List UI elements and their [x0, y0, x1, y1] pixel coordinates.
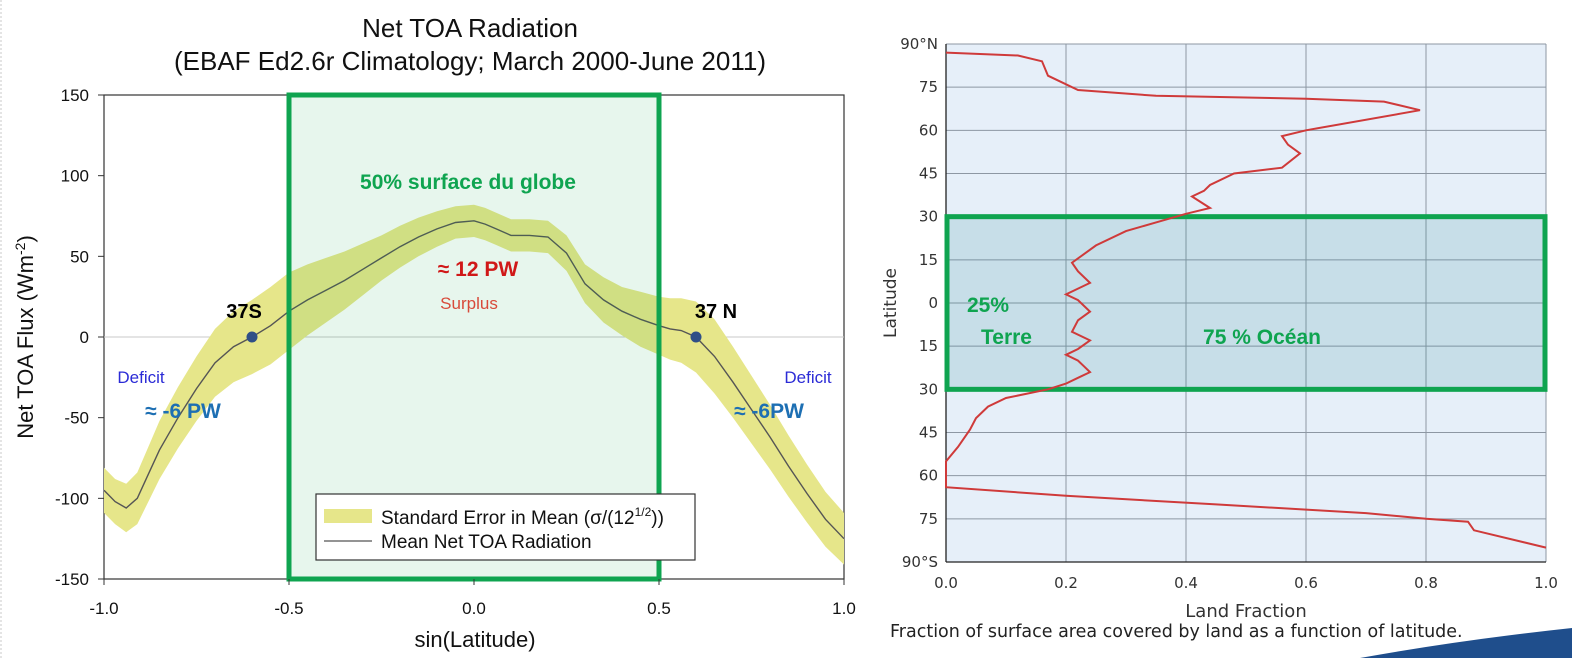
y-tick-label: -50 [64, 409, 89, 428]
legend-box [315, 493, 696, 561]
latitude-marker-dot [246, 331, 258, 343]
x-tick-label: 0.2 [1054, 574, 1078, 592]
chart-subtitle: (EBAF Ed2.6r Climatology; March 2000-Jun… [174, 46, 766, 76]
left-y-axis-close: ) [13, 235, 38, 242]
left-x-axis-label: sin(Latitude) [414, 627, 535, 652]
latitude-marker-label: 37S [226, 301, 262, 323]
x-tick-label: 0.8 [1414, 574, 1438, 592]
y-tick-label: 150 [61, 86, 89, 105]
legend-band-sup: 1/2 [635, 505, 652, 519]
x-tick-label: -0.5 [274, 599, 303, 618]
legend-band-swatch [324, 509, 372, 523]
y-tick-label: 75 [919, 510, 938, 528]
legend: Standard Error in Mean (σ/(121/2)) Mean … [315, 493, 696, 561]
x-tick-label: -1.0 [89, 599, 118, 618]
y-tick-label: 60 [919, 121, 938, 139]
ocean-label: 75 % Océan [1203, 326, 1321, 349]
y-tick-label: 50 [70, 247, 89, 266]
surplus-value-label: ≈ 12 PW [438, 258, 519, 281]
deficit-left-value: ≈ -6 PW [145, 400, 221, 423]
right-x-axis-label: Land Fraction [1185, 601, 1306, 622]
x-tick-label: 0.0 [462, 599, 486, 618]
y-tick-label: 90°S [902, 553, 938, 571]
deficit-left-label: Deficit [117, 368, 165, 387]
globe-half-surface-label: 50% surface du globe [360, 171, 576, 194]
x-tick-label: 1.0 [832, 599, 856, 618]
y-tick-label: 0 [80, 328, 89, 347]
right-axis-ticks: 0.0 0.2 0.4 0.6 0.8 1.0 90°N 75 60 45 30 15 0 15 30 45 6… [900, 35, 1558, 592]
y-tick-label: 15 [919, 251, 938, 269]
y-tick-label: 100 [61, 167, 89, 186]
latitude-marker-dot [690, 331, 702, 343]
slide-corner-decoration [1360, 628, 1572, 658]
deficit-right-label: Deficit [784, 368, 832, 387]
land-fraction-chart: 0.0 0.2 0.4 0.6 0.8 1.0 90°N 75 60 45 30 15 0 15 30 45 6… [881, 35, 1558, 642]
net-toa-radiation-chart: Net TOA Radiation (EBAF Ed2.6r Climatolo… [12, 13, 856, 652]
y-tick-label: 45 [919, 424, 938, 442]
y-tick-label: 30 [919, 208, 938, 226]
y-tick-label: 45 [919, 165, 938, 183]
land-fraction-series [945, 51, 1547, 549]
y-tick-label: -100 [55, 489, 89, 508]
chart-title: Net TOA Radiation [362, 13, 578, 43]
left-y-axis-text: Net TOA Flux (Wm [13, 255, 38, 439]
figure-caption: Fraction of surface area covered by land… [890, 622, 1463, 642]
x-tick-label: 0.0 [934, 574, 958, 592]
legend-band-close: )) [651, 508, 664, 529]
latitude-markers: 37S 37 N [226, 301, 737, 343]
x-tick-label: 0.4 [1174, 574, 1198, 592]
right-y-axis-label: Latitude [881, 268, 901, 338]
x-tick-label: 0.5 [647, 599, 671, 618]
y-tick-label: -150 [55, 570, 89, 589]
surplus-label: Surplus [440, 294, 498, 313]
y-tick-label: 60 [919, 467, 938, 485]
y-tick-label: 15 [919, 337, 938, 355]
y-tick-label: 75 [919, 78, 938, 96]
land-label: Terre [981, 326, 1032, 349]
tropics-box [944, 214, 1548, 392]
legend-band-text: Standard Error in Mean (σ/(12 [381, 508, 635, 529]
y-tick-label: 0 [928, 294, 938, 312]
land-percent-label: 25% [967, 294, 1009, 317]
y-tick-label: 90°N [900, 35, 938, 53]
mean-net-toa-line [103, 220, 845, 540]
legend-line-label: Mean Net TOA Radiation [381, 532, 592, 553]
latitude-marker-label: 37 N [695, 301, 737, 323]
left-y-axis-label: Net TOA Flux (Wm-2) [12, 235, 38, 439]
y-tick-label: 30 [919, 380, 938, 398]
deficit-right-value: ≈ -6PW [734, 400, 804, 423]
land-fraction-line [945, 51, 1547, 549]
left-axis-ticks: -1.0 -0.5 0.0 0.5 1.0 150 100 50 0 -50 -100 -150 [55, 86, 856, 618]
x-tick-label: 0.6 [1294, 574, 1318, 592]
x-tick-label: 1.0 [1534, 574, 1558, 592]
legend-band-label: Standard Error in Mean (σ/(121/2)) [381, 505, 664, 529]
mean-net-toa-series [103, 220, 845, 540]
left-y-axis-sup: -2 [12, 242, 28, 255]
tropics-box-rect [944, 214, 1548, 392]
